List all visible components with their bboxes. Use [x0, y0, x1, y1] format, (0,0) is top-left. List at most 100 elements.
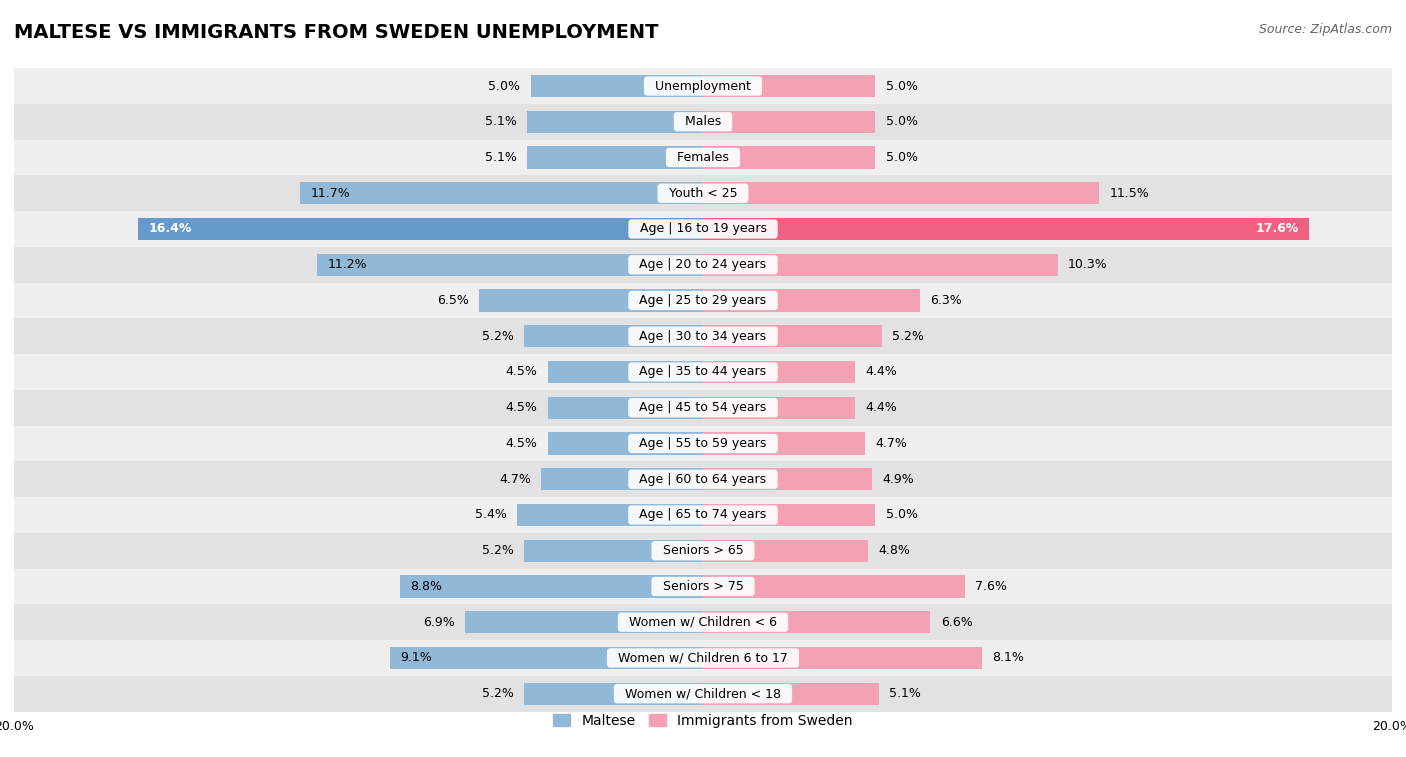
Text: 5.4%: 5.4% [475, 509, 506, 522]
Bar [703, 254, 1057, 276]
Bar [14, 461, 1392, 497]
Text: Women w/ Children 6 to 17: Women w/ Children 6 to 17 [610, 652, 796, 665]
Text: Age | 45 to 54 years: Age | 45 to 54 years [631, 401, 775, 414]
Bar [548, 397, 703, 419]
Bar [703, 361, 855, 383]
Bar [14, 604, 1392, 640]
Text: 6.5%: 6.5% [437, 294, 468, 307]
Text: 5.0%: 5.0% [886, 115, 918, 128]
Text: MALTESE VS IMMIGRANTS FROM SWEDEN UNEMPLOYMENT: MALTESE VS IMMIGRANTS FROM SWEDEN UNEMPL… [14, 23, 658, 42]
Text: 4.9%: 4.9% [882, 472, 914, 486]
Text: Age | 20 to 24 years: Age | 20 to 24 years [631, 258, 775, 271]
Text: 17.6%: 17.6% [1256, 223, 1299, 235]
Text: 16.4%: 16.4% [149, 223, 191, 235]
Text: Females: Females [669, 151, 737, 164]
Bar [14, 425, 1392, 461]
Text: 5.1%: 5.1% [485, 151, 517, 164]
Bar [14, 211, 1392, 247]
Text: Age | 25 to 29 years: Age | 25 to 29 years [631, 294, 775, 307]
Bar [14, 569, 1392, 604]
Text: 8.8%: 8.8% [411, 580, 443, 593]
Text: 5.2%: 5.2% [893, 330, 924, 343]
Bar [524, 540, 703, 562]
Bar [703, 75, 875, 97]
Bar [703, 647, 981, 669]
Bar [14, 640, 1392, 676]
Bar [703, 182, 1099, 204]
Text: 4.4%: 4.4% [865, 366, 897, 378]
Text: Youth < 25: Youth < 25 [661, 187, 745, 200]
Text: 5.1%: 5.1% [485, 115, 517, 128]
Text: 4.5%: 4.5% [506, 366, 537, 378]
Text: Seniors > 65: Seniors > 65 [655, 544, 751, 557]
Bar [527, 146, 703, 169]
Bar [318, 254, 703, 276]
Text: 11.5%: 11.5% [1109, 187, 1149, 200]
Bar [399, 575, 703, 597]
Bar [14, 533, 1392, 569]
Bar [541, 468, 703, 491]
Bar [527, 111, 703, 132]
Bar [703, 540, 869, 562]
Bar [548, 361, 703, 383]
Text: 5.0%: 5.0% [488, 79, 520, 92]
Text: 6.9%: 6.9% [423, 615, 456, 629]
Bar [703, 218, 1309, 240]
Bar [703, 683, 879, 705]
Text: 5.2%: 5.2% [482, 687, 513, 700]
Bar [531, 75, 703, 97]
Text: 4.4%: 4.4% [865, 401, 897, 414]
Text: 6.6%: 6.6% [941, 615, 973, 629]
Bar [703, 397, 855, 419]
Text: Age | 16 to 19 years: Age | 16 to 19 years [631, 223, 775, 235]
Text: Age | 30 to 34 years: Age | 30 to 34 years [631, 330, 775, 343]
Text: Source: ZipAtlas.com: Source: ZipAtlas.com [1258, 23, 1392, 36]
Text: 7.6%: 7.6% [976, 580, 1007, 593]
Bar [138, 218, 703, 240]
Text: 4.5%: 4.5% [506, 401, 537, 414]
Bar [703, 504, 875, 526]
Text: 8.1%: 8.1% [993, 652, 1024, 665]
Bar [14, 390, 1392, 425]
Bar [548, 432, 703, 454]
Bar [14, 497, 1392, 533]
Text: Age | 35 to 44 years: Age | 35 to 44 years [631, 366, 775, 378]
Text: 9.1%: 9.1% [399, 652, 432, 665]
Bar [479, 289, 703, 312]
Text: Women w/ Children < 18: Women w/ Children < 18 [617, 687, 789, 700]
Bar [465, 611, 703, 634]
Text: 5.0%: 5.0% [886, 151, 918, 164]
Bar [14, 68, 1392, 104]
Text: 5.1%: 5.1% [889, 687, 921, 700]
Bar [14, 176, 1392, 211]
Bar [703, 575, 965, 597]
Text: Age | 65 to 74 years: Age | 65 to 74 years [631, 509, 775, 522]
Text: 4.5%: 4.5% [506, 437, 537, 450]
Legend: Maltese, Immigrants from Sweden: Maltese, Immigrants from Sweden [548, 709, 858, 734]
Bar [703, 111, 875, 132]
Text: 4.7%: 4.7% [499, 472, 531, 486]
Bar [703, 611, 931, 634]
Text: 5.2%: 5.2% [482, 544, 513, 557]
Bar [14, 139, 1392, 176]
Text: 5.0%: 5.0% [886, 509, 918, 522]
Bar [14, 676, 1392, 712]
Bar [703, 326, 882, 347]
Text: 10.3%: 10.3% [1069, 258, 1108, 271]
Text: Women w/ Children < 6: Women w/ Children < 6 [621, 615, 785, 629]
Bar [299, 182, 703, 204]
Text: Age | 60 to 64 years: Age | 60 to 64 years [631, 472, 775, 486]
Bar [14, 282, 1392, 319]
Text: 6.3%: 6.3% [931, 294, 962, 307]
Text: 4.8%: 4.8% [879, 544, 911, 557]
Bar [703, 432, 865, 454]
Text: 4.7%: 4.7% [875, 437, 907, 450]
Bar [14, 247, 1392, 282]
Bar [703, 289, 920, 312]
Bar [389, 647, 703, 669]
Bar [14, 319, 1392, 354]
Bar [14, 354, 1392, 390]
Text: Age | 55 to 59 years: Age | 55 to 59 years [631, 437, 775, 450]
Text: 5.2%: 5.2% [482, 330, 513, 343]
Bar [703, 468, 872, 491]
